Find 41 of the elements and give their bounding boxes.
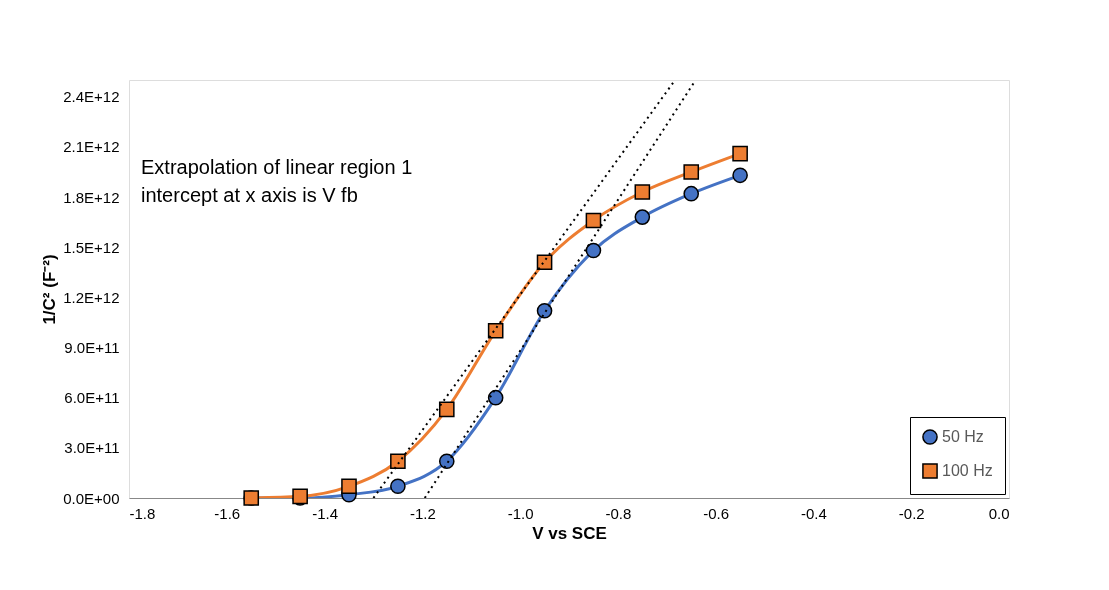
x-tick-label: -0.6 bbox=[703, 504, 730, 522]
x-tick-label: -0.2 bbox=[898, 504, 925, 522]
x-tick-label: -1.4 bbox=[312, 504, 338, 522]
point bbox=[487, 322, 504, 339]
legend-label: 100 Hz bbox=[942, 462, 993, 479]
point bbox=[585, 242, 602, 259]
x-tick-label: -1.2 bbox=[409, 504, 436, 522]
point bbox=[683, 164, 700, 180]
y-tick-label: 0.0E+00 bbox=[63, 489, 120, 507]
legend-label: 50 Hz bbox=[942, 428, 984, 445]
point bbox=[438, 453, 455, 470]
x-tick-label: -1.0 bbox=[507, 504, 534, 522]
point bbox=[487, 389, 504, 406]
point bbox=[390, 453, 406, 470]
x-tick-label: -0.4 bbox=[801, 504, 827, 522]
x-tick-label: -0.8 bbox=[605, 504, 632, 522]
point bbox=[536, 302, 553, 319]
point bbox=[683, 185, 700, 202]
annotation: Extrapolation of linear region 1 intercept at x axis is V fb bbox=[141, 156, 413, 206]
x-axis-title: V vs SCE bbox=[532, 523, 607, 543]
x-tick-label: -1.6 bbox=[214, 504, 241, 522]
y-tick-label: 1.5E+12 bbox=[63, 238, 120, 256]
point bbox=[390, 478, 406, 495]
y-tick-label: 1.2E+12 bbox=[63, 288, 120, 306]
y-tick-label: 2.4E+12 bbox=[63, 88, 120, 106]
y-tick-label: 6.0E+11 bbox=[64, 389, 120, 407]
x-tick-label: -1.8 bbox=[129, 504, 156, 522]
point bbox=[732, 145, 748, 162]
point bbox=[438, 401, 455, 418]
point bbox=[634, 209, 651, 225]
x-tick-label: 0.0 bbox=[988, 504, 1010, 522]
y-axis-title: 1/C² (F⁻²) bbox=[40, 254, 60, 325]
point bbox=[634, 184, 651, 200]
y-tick-label: 9.0E+11 bbox=[64, 339, 120, 357]
point bbox=[585, 212, 602, 229]
y-tick-label: 2.1E+12 bbox=[63, 138, 120, 156]
y-tick-label: 1.8E+12 bbox=[63, 188, 120, 206]
point bbox=[341, 478, 357, 495]
y-tick-label: 3.0E+11 bbox=[64, 439, 120, 457]
point bbox=[732, 167, 748, 184]
point bbox=[536, 254, 553, 271]
